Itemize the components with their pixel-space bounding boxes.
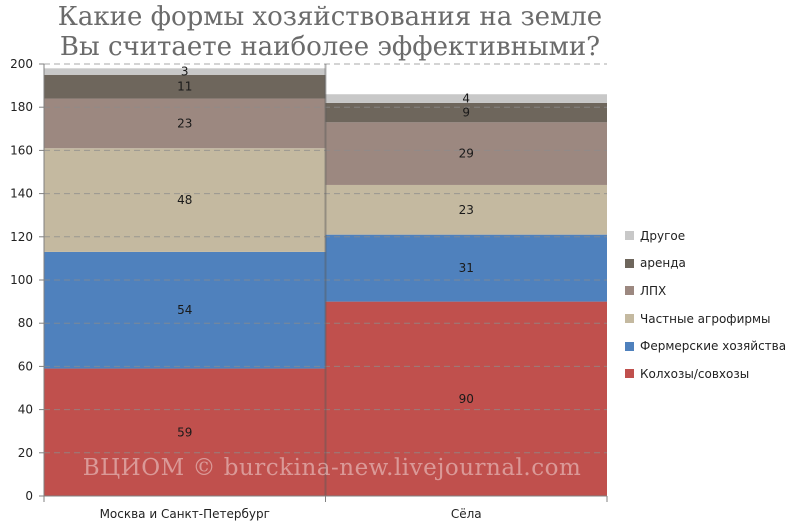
bar-segment bbox=[44, 368, 326, 496]
data-label: 48 bbox=[177, 193, 192, 207]
bar-segment bbox=[325, 102, 607, 123]
legend-item: Другое bbox=[625, 222, 786, 250]
x-tick-label: Москва и Санкт-Петербург bbox=[100, 507, 270, 521]
legend-item: ЛПХ bbox=[625, 277, 786, 305]
y-tick-label: 20 bbox=[18, 446, 33, 460]
data-label: 54 bbox=[177, 303, 192, 317]
data-label: 59 bbox=[177, 425, 192, 439]
legend-swatch bbox=[625, 231, 634, 241]
y-tick-label: 200 bbox=[10, 57, 33, 71]
bar-segment bbox=[325, 234, 607, 302]
legend-label: Другое bbox=[640, 228, 686, 243]
y-tick-label: 180 bbox=[10, 100, 33, 114]
data-label: 3 bbox=[181, 65, 189, 79]
bar-segment bbox=[44, 148, 326, 252]
data-label: 11 bbox=[177, 80, 192, 94]
legend-label: аренда bbox=[640, 256, 686, 271]
bar-segment bbox=[325, 301, 607, 496]
chart-title-line-2: Вы считаете наиболее эффективными? bbox=[59, 32, 601, 62]
data-label: 23 bbox=[459, 203, 474, 217]
chart-title: Какие формы хозяйствования на земле Вы с… bbox=[0, 2, 660, 62]
legend-label: Фермерские хозяйства bbox=[640, 339, 787, 354]
legend-item: Фермерские хозяйства bbox=[625, 332, 786, 360]
bar-segment bbox=[44, 251, 326, 369]
data-label: 31 bbox=[459, 261, 474, 275]
data-label: 4 bbox=[462, 92, 470, 106]
legend-item: Частные агрофирмы bbox=[625, 305, 786, 333]
legend-swatch bbox=[625, 286, 634, 296]
legend-swatch bbox=[625, 314, 634, 324]
legend-item: Колхозы/совхозы bbox=[625, 360, 786, 388]
y-tick-label: 60 bbox=[18, 359, 33, 373]
y-tick-label: 100 bbox=[10, 273, 33, 287]
bar-segment bbox=[44, 74, 326, 99]
y-tick-label: 40 bbox=[18, 403, 33, 417]
legend-swatch bbox=[625, 341, 634, 351]
legend-label: ЛПХ bbox=[640, 283, 667, 298]
data-label: 9 bbox=[462, 106, 470, 120]
y-tick-label: 140 bbox=[10, 187, 33, 201]
legend-swatch bbox=[625, 369, 634, 379]
y-tick-label: 0 bbox=[25, 489, 33, 503]
y-tick-label: 160 bbox=[10, 143, 33, 157]
bar-segment bbox=[325, 122, 607, 185]
data-label: 29 bbox=[459, 147, 474, 161]
legend-swatch bbox=[625, 258, 634, 268]
bar-segment bbox=[325, 94, 607, 103]
chart-legend: Другое аренда ЛПХ Частные агрофирмы Фермерск… bbox=[625, 222, 786, 388]
data-label: 90 bbox=[459, 392, 474, 406]
chart-title-line-1: Какие формы хозяйствования на земле bbox=[57, 2, 603, 32]
y-tick-label: 120 bbox=[10, 230, 33, 244]
bar-segment bbox=[44, 68, 326, 75]
legend-label: Частные агрофирмы bbox=[640, 311, 771, 326]
legend-item: аренда bbox=[625, 250, 786, 278]
legend-label: Колхозы/совхозы bbox=[640, 366, 750, 381]
x-tick-label: Сёла bbox=[451, 507, 482, 521]
y-tick-label: 80 bbox=[18, 316, 33, 330]
data-label: 23 bbox=[177, 116, 192, 130]
